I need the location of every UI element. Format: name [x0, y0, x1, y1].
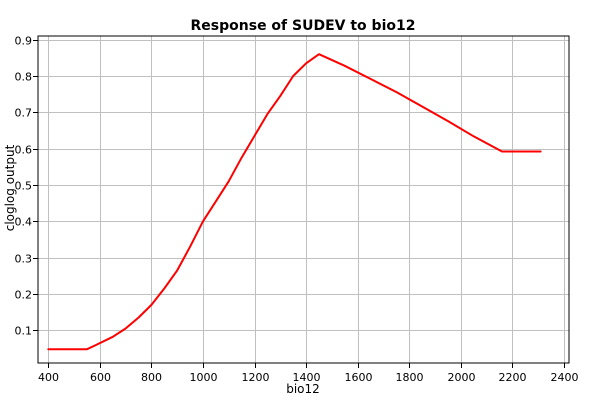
y-tick-label: 0.2 — [15, 289, 33, 302]
y-tick-label: 0.9 — [15, 35, 33, 48]
y-tick-label: 0.6 — [15, 144, 33, 157]
x-tick-label: 800 — [141, 371, 162, 384]
x-tick-label: 400 — [38, 371, 59, 384]
y-tick-label: 0.8 — [15, 71, 33, 84]
x-tick-label: 1400 — [293, 371, 321, 384]
plot-area — [37, 35, 570, 364]
y-tick-label: 0.1 — [15, 325, 33, 338]
y-tick-label: 0.3 — [15, 253, 33, 266]
y-tick-label: 0.7 — [15, 107, 33, 120]
chart-title: Response of SUDEV to bio12 — [191, 18, 416, 34]
y-axis-label: cloglog output — [3, 144, 17, 231]
x-tick-label: 2000 — [448, 371, 476, 384]
x-tick-label: 2200 — [499, 371, 527, 384]
x-tick-label: 2400 — [551, 371, 579, 384]
x-tick-label: 1200 — [242, 371, 270, 384]
axis-ticks: 400 600 800 1000 1200 1400 1600 1800 2000 2200 240… — [15, 35, 579, 385]
series — [47, 53, 542, 351]
x-axis-label: bio12 — [286, 382, 320, 396]
y-tick-label: 0.4 — [15, 216, 33, 229]
y-tick-label: 0.5 — [15, 180, 33, 193]
x-tick-label: 1000 — [190, 371, 218, 384]
x-tick-label: 1800 — [396, 371, 424, 384]
response-curve — [47, 53, 542, 351]
x-tick-label: 1600 — [345, 371, 373, 384]
grid — [38, 36, 569, 363]
x-tick-label: 600 — [90, 371, 111, 384]
